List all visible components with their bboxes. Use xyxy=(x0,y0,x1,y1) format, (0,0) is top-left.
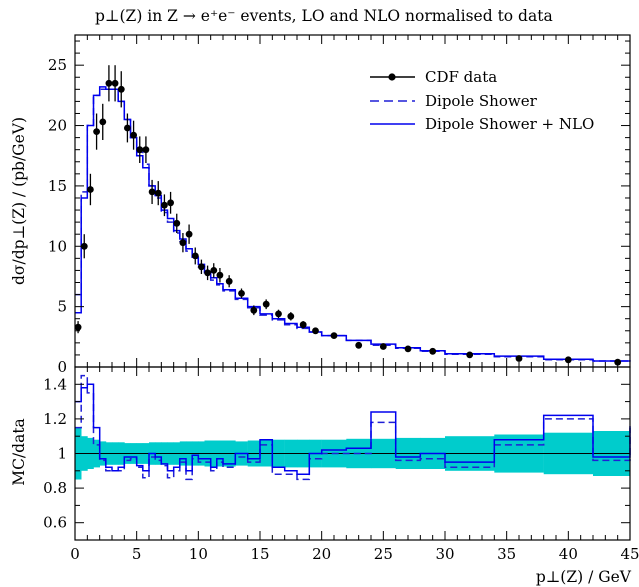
x-tick-label: 0 xyxy=(70,545,80,563)
data-point xyxy=(161,201,168,209)
x-axis-label: p⊥(Z) / GeV xyxy=(536,568,632,586)
data-point xyxy=(173,219,181,227)
y-tick-label: 25 xyxy=(48,56,67,74)
data-point xyxy=(466,351,474,359)
data-point xyxy=(191,252,199,260)
data-point xyxy=(154,189,162,197)
y-axis-label: dσ/dp⊥(Z) / (pb/GeV) xyxy=(10,117,28,285)
x-tick-label: 35 xyxy=(497,545,516,563)
data-point xyxy=(117,85,125,93)
data-point xyxy=(275,310,282,318)
legend-label-cdf-data: CDF data xyxy=(425,68,497,86)
data-point xyxy=(216,271,224,279)
ratio-y-tick-label: 1.4 xyxy=(43,375,67,393)
data-point xyxy=(312,327,319,335)
data-point xyxy=(87,186,94,193)
data-point xyxy=(124,124,131,132)
data-point xyxy=(136,146,144,154)
data-point xyxy=(404,345,412,353)
y-tick-label: 15 xyxy=(48,177,67,195)
legend-label-dipole-shower-nlo: Dipole Shower + NLO xyxy=(425,115,594,133)
data-point xyxy=(198,263,205,271)
ratio-series-dipole-shower-nlo xyxy=(75,383,631,476)
ratio-y-axis-label: MC/data xyxy=(10,418,28,486)
x-tick-label: 10 xyxy=(189,545,208,563)
ratio-y-tick-label: 0.6 xyxy=(43,514,67,532)
data-point xyxy=(429,347,437,355)
data-point xyxy=(105,79,113,87)
x-tick-label: 5 xyxy=(132,545,142,563)
legend-marker-cdf-data xyxy=(388,73,396,81)
data-point xyxy=(262,300,270,308)
y-tick-label: 5 xyxy=(57,298,67,316)
x-tick-label: 20 xyxy=(312,545,331,563)
legend: CDF data Dipole Shower Dipole Shower + N… xyxy=(370,68,594,133)
x-tick-label: 25 xyxy=(374,545,393,563)
data-point xyxy=(515,355,523,362)
x-tick-label: 40 xyxy=(559,545,578,563)
data-point xyxy=(210,267,218,274)
data-point xyxy=(93,128,100,136)
ratio-y-tick-label: 0.8 xyxy=(43,479,67,497)
data-point xyxy=(74,323,82,331)
data-point xyxy=(287,312,295,320)
y-tick-label: 20 xyxy=(48,117,67,135)
data-point xyxy=(204,269,212,277)
y-tick-label: 10 xyxy=(48,237,67,255)
x-tick-label: 45 xyxy=(620,545,639,563)
data-point xyxy=(379,343,387,350)
data-point xyxy=(185,230,193,238)
data-point xyxy=(330,332,338,339)
ratio-y-tick-label: 1 xyxy=(57,445,67,463)
chart-title: p⊥(Z) in Z → e⁺e⁻ events, LO and NLO nor… xyxy=(95,7,553,25)
data-point xyxy=(299,321,307,329)
data-point xyxy=(179,239,187,247)
data-point xyxy=(130,131,138,139)
y-tick-label: 0 xyxy=(57,358,67,376)
data-point xyxy=(80,242,88,250)
data-point xyxy=(167,199,175,207)
ratio-y-tick-label: 1.2 xyxy=(43,410,67,428)
main-plot-panel: 0 5 10 15 20 25 xyxy=(48,34,631,540)
x-tick-label: 15 xyxy=(250,545,269,563)
data-point xyxy=(355,341,363,349)
legend-label-dipole-shower: Dipole Shower xyxy=(425,92,538,110)
data-point xyxy=(238,290,245,297)
data-point xyxy=(99,118,107,126)
x-tick-label: 30 xyxy=(435,545,454,563)
data-point xyxy=(250,306,258,314)
data-point xyxy=(225,277,233,285)
data-point xyxy=(142,146,150,154)
ratio-plot-panel: 0 5 10 15 20 25 30 35 40 45 0.6 0.8 1 1.2 1.4 xyxy=(43,366,639,563)
data-point xyxy=(111,79,119,87)
data-point xyxy=(148,188,156,196)
